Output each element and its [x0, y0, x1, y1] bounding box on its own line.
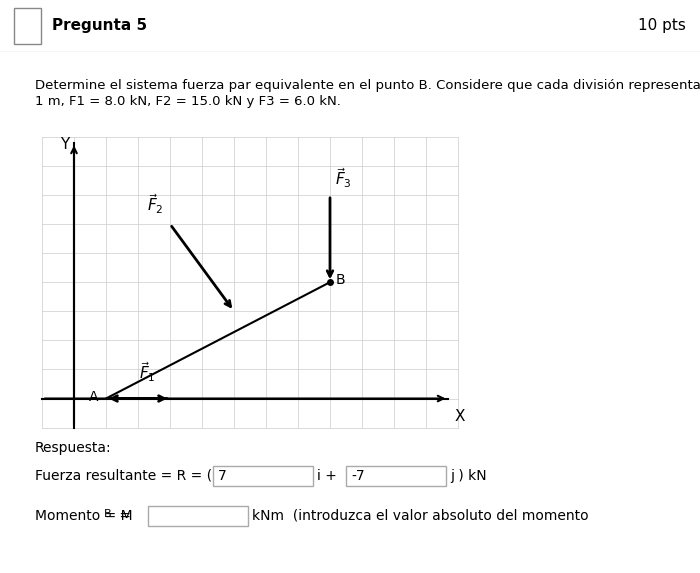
Text: B: B — [336, 273, 346, 287]
Text: B: B — [104, 509, 111, 519]
Text: $\vec{F}_1$: $\vec{F}_1$ — [139, 361, 156, 384]
FancyBboxPatch shape — [346, 466, 446, 486]
Text: A: A — [88, 390, 98, 403]
Text: i +: i + — [317, 469, 337, 482]
Text: Y: Y — [60, 137, 69, 152]
Text: Determine el sistema fuerza par equivalente en el punto B. Considere que cada di: Determine el sistema fuerza par equivale… — [35, 79, 700, 92]
Text: -7: -7 — [351, 469, 365, 482]
Text: Fuerza resultante = R = (: Fuerza resultante = R = ( — [35, 469, 212, 482]
Text: 7: 7 — [218, 469, 227, 482]
Text: X: X — [455, 409, 466, 423]
FancyBboxPatch shape — [14, 7, 41, 44]
Text: =: = — [115, 509, 131, 523]
Text: j ) kN: j ) kN — [450, 469, 486, 482]
FancyBboxPatch shape — [213, 466, 313, 486]
Text: kNm  (introduzca el valor absoluto del momento: kNm (introduzca el valor absoluto del mo… — [252, 509, 589, 523]
FancyBboxPatch shape — [148, 506, 248, 526]
Text: Pregunta 5: Pregunta 5 — [52, 18, 148, 33]
Text: 1 m, F1 = 8.0 kN, F2 = 15.0 kN y F3 = 6.0 kN.: 1 m, F1 = 8.0 kN, F2 = 15.0 kN y F3 = 6.… — [35, 95, 341, 108]
Text: $\vec{F}_3$: $\vec{F}_3$ — [335, 166, 352, 190]
Text: Respuesta:: Respuesta: — [35, 441, 111, 454]
Text: Momento = M: Momento = M — [35, 509, 132, 523]
Text: $\vec{F}_2$: $\vec{F}_2$ — [148, 193, 164, 216]
Text: 10 pts: 10 pts — [638, 18, 686, 33]
